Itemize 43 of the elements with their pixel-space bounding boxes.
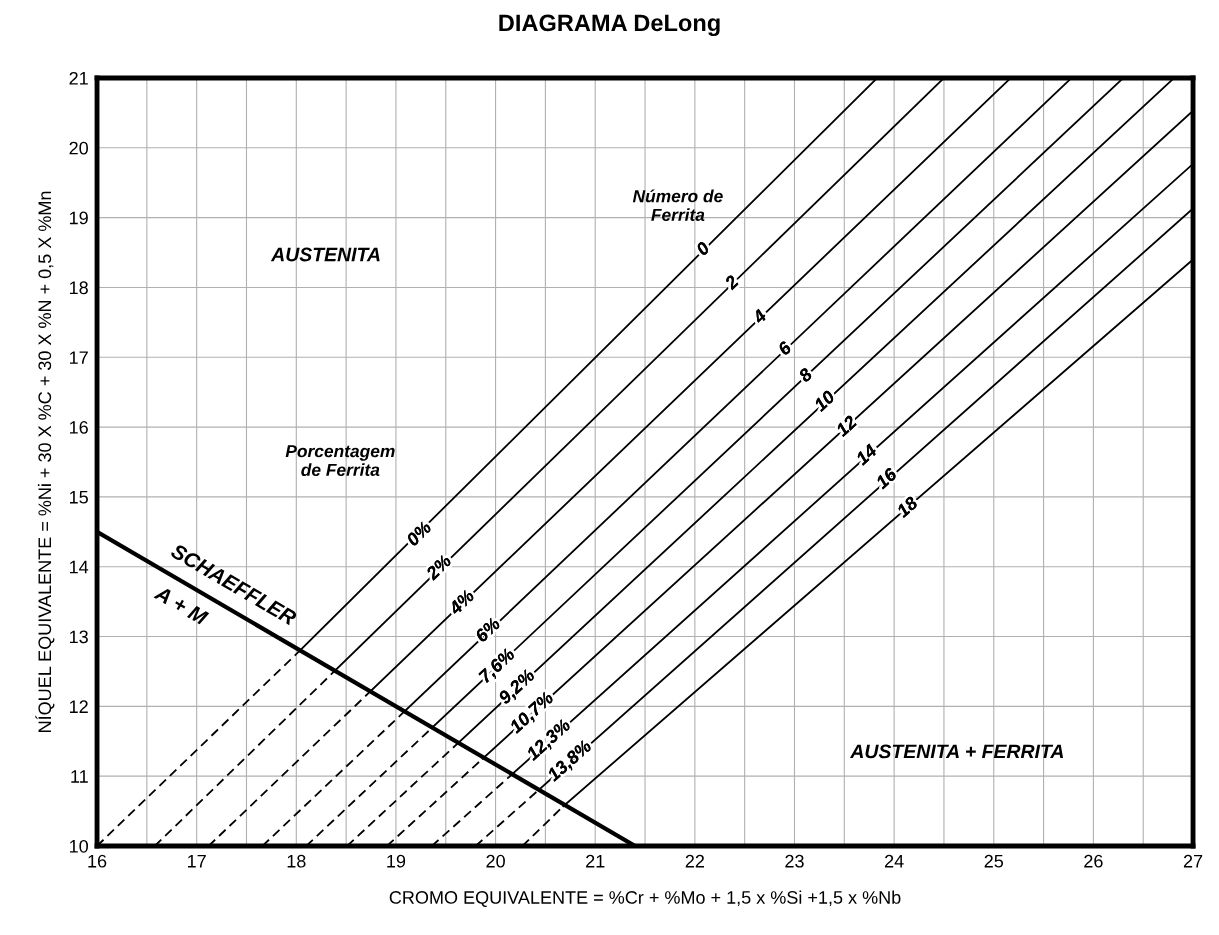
annotation: 0 [695, 240, 711, 257]
annotation: 4% [447, 588, 476, 616]
annotation: 6% [474, 616, 502, 643]
y-tick-label: 12 [69, 700, 88, 713]
x-tick-label: 19 [387, 854, 406, 868]
annotation: 16 [874, 466, 898, 490]
annotation: 10 [812, 389, 836, 413]
x-tick-label: 16 [88, 854, 107, 868]
y-tick-label: 16 [69, 421, 88, 434]
x-tick-label: 22 [685, 854, 704, 868]
annotation: 2 [723, 274, 740, 291]
x-tick-label: 21 [586, 854, 605, 868]
y-tick-label: 10 [69, 839, 88, 853]
annotation: AUSTENITA [270, 247, 380, 262]
annotation: 14 [854, 443, 878, 466]
y-tick-label: 15 [69, 491, 88, 504]
x-tick-label: 25 [984, 854, 1004, 868]
x-tick-label: 23 [785, 854, 804, 868]
y-tick-label: 21 [69, 71, 88, 85]
y-tick-label: 14 [69, 560, 89, 574]
y-tick-label: 11 [71, 770, 88, 783]
annotation: Porcentagem de Ferrita [285, 445, 395, 476]
x-tick-label: 18 [287, 854, 306, 868]
y-tick-label: 18 [69, 281, 88, 295]
annotation: 18 [895, 495, 919, 519]
y-axis-title: NÍQUEL EQUIVALENTE = %Ni + 30 X %C + 30 X %N + 0,5 X %Mn [35, 191, 55, 732]
x-tick-label: 17 [188, 854, 206, 868]
y-tick-label: 13 [69, 630, 88, 644]
annotation: Número de Ferrita [632, 189, 723, 222]
annotation: 6 [777, 340, 793, 356]
x-axis-title: CROMO EQUIVALENTE = %Cr + %Mo + 1,5 x %Si +1,5 x %Nb [389, 890, 901, 908]
annotation: 12 [834, 414, 858, 438]
annotation: 2% [424, 553, 453, 581]
y-tick-label: 20 [69, 141, 88, 155]
x-tick-label: 20 [486, 854, 505, 868]
annotation: AUSTENITA + FERRITA [849, 744, 1064, 759]
y-tick-label: 17 [69, 351, 88, 364]
y-tick-label: 19 [69, 211, 88, 225]
x-tick-label: 26 [1084, 854, 1103, 868]
chart-title: DIAGRAMA DeLong [499, 14, 720, 37]
x-tick-label: 27 [1183, 854, 1203, 868]
x-tick-label: 24 [884, 854, 904, 868]
annotation: 8 [797, 366, 814, 383]
